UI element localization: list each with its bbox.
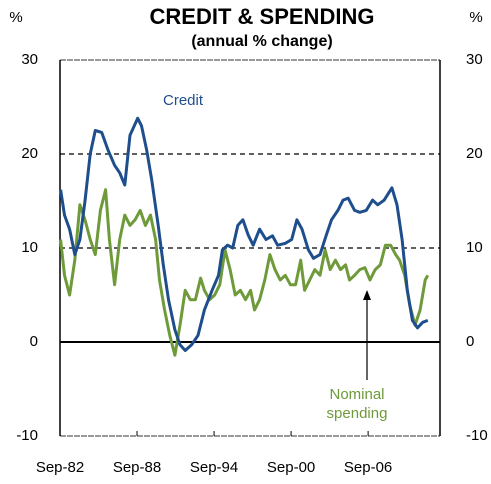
y2-tick-label: 10 xyxy=(466,239,483,256)
line-series xyxy=(59,116,429,352)
y2-axis-label: % xyxy=(469,9,482,26)
annotation-arrowhead xyxy=(363,290,371,300)
x-tick-label: Sep-88 xyxy=(113,459,161,476)
x-tick-label: Sep-06 xyxy=(344,459,392,476)
y2-tick-label: 20 xyxy=(466,145,483,162)
y2-tick-label: 0 xyxy=(466,333,474,350)
spending-annotation: Nominal xyxy=(329,386,384,403)
y2-tick-label: 30 xyxy=(466,51,483,68)
x-tick-label: Sep-00 xyxy=(267,459,315,476)
x-tick-label: Sep-94 xyxy=(190,459,238,476)
chart-title: CREDIT & SPENDING xyxy=(150,4,375,29)
y-tick-label: 30 xyxy=(21,51,38,68)
credit-annotation: Credit xyxy=(163,92,204,109)
chart-subtitle: (annual % change) xyxy=(191,33,332,50)
x-tick-label: Sep-82 xyxy=(36,459,84,476)
y-tick-label: 0 xyxy=(30,333,38,350)
line-series xyxy=(59,188,430,357)
y-axis-label: % xyxy=(9,9,22,26)
y-tick-label: 10 xyxy=(21,239,38,256)
y-tick-label: 20 xyxy=(21,145,38,162)
y2-tick-label: -10 xyxy=(466,427,488,444)
y-tick-label: -10 xyxy=(16,427,38,444)
spending-annotation: spending xyxy=(327,405,388,422)
